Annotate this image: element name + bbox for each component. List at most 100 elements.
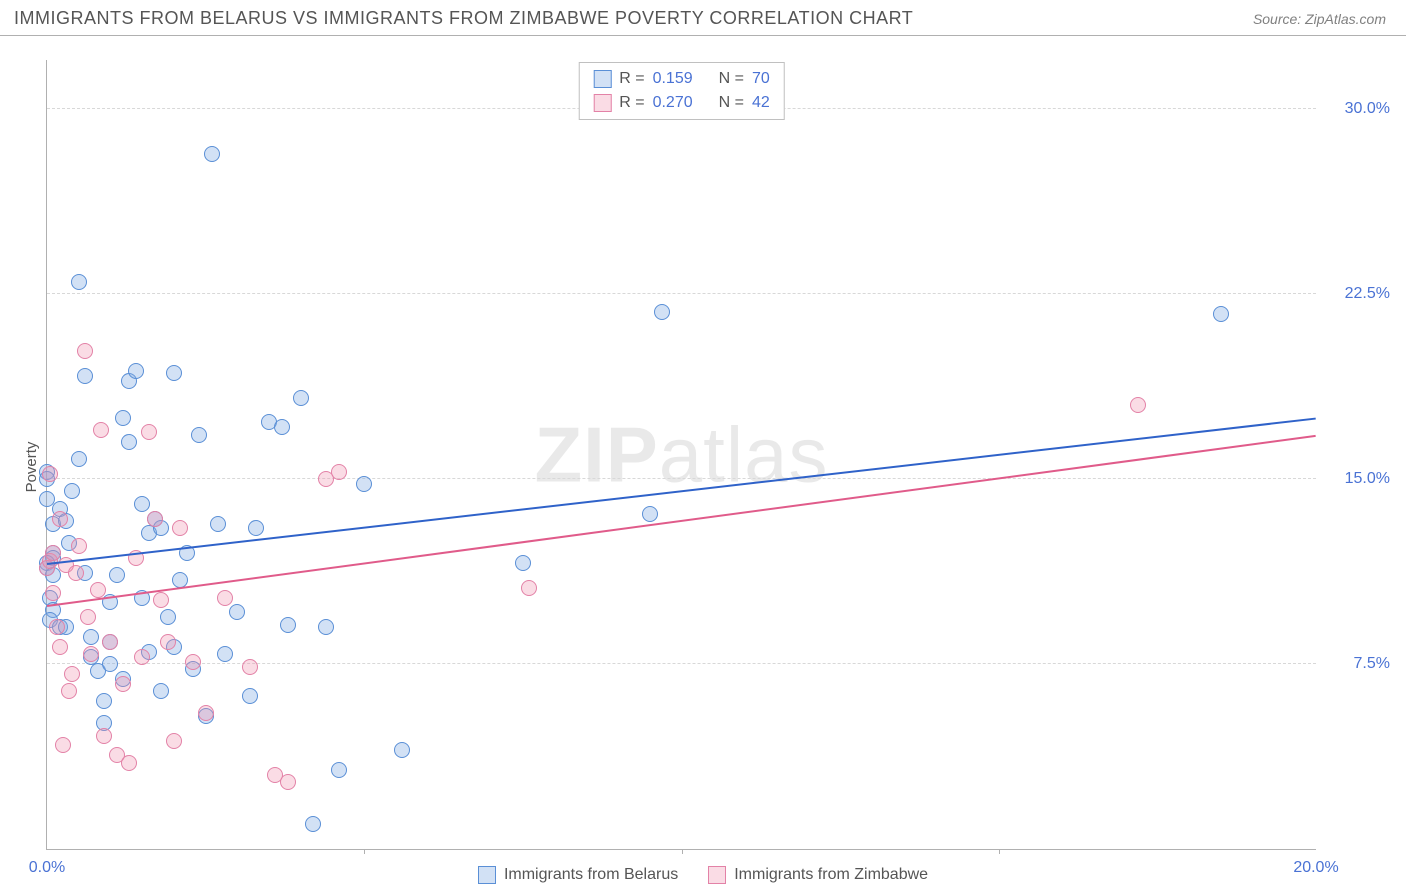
y-tick-label: 15.0% bbox=[1345, 470, 1390, 488]
regression-line bbox=[47, 435, 1316, 607]
data-point bbox=[521, 580, 537, 596]
data-point bbox=[55, 737, 71, 753]
data-point bbox=[217, 646, 233, 662]
plot-region: ZIPatlas R = 0.159 N = 70 R = 0.270 N = … bbox=[46, 60, 1316, 850]
data-point bbox=[42, 466, 58, 482]
data-point bbox=[210, 516, 226, 532]
legend-swatch-belarus bbox=[593, 70, 611, 88]
chart-title: IMMIGRANTS FROM BELARUS VS IMMIGRANTS FR… bbox=[14, 8, 913, 29]
data-point bbox=[90, 582, 106, 598]
correlation-legend: R = 0.159 N = 70 R = 0.270 N = 42 bbox=[578, 62, 785, 120]
x-tick-mark bbox=[364, 849, 365, 854]
n-value-belarus: 70 bbox=[752, 67, 770, 91]
legend-swatch-zimbabwe bbox=[708, 866, 726, 884]
data-point bbox=[185, 654, 201, 670]
data-point bbox=[83, 646, 99, 662]
data-point bbox=[102, 634, 118, 650]
data-point bbox=[642, 506, 658, 522]
data-point bbox=[166, 365, 182, 381]
data-point bbox=[160, 634, 176, 650]
data-point bbox=[248, 520, 264, 536]
data-point bbox=[52, 511, 68, 527]
data-point bbox=[45, 585, 61, 601]
data-point bbox=[172, 520, 188, 536]
regression-line bbox=[47, 418, 1316, 565]
legend-swatch-zimbabwe bbox=[593, 94, 611, 112]
data-point bbox=[198, 705, 214, 721]
legend-label-zimbabwe: Immigrants from Zimbabwe bbox=[734, 866, 928, 884]
watermark-bold: ZIP bbox=[534, 410, 658, 498]
r-label: R = bbox=[619, 91, 644, 115]
legend-item-belarus: Immigrants from Belarus bbox=[478, 866, 678, 884]
y-tick-label: 30.0% bbox=[1345, 100, 1390, 118]
data-point bbox=[191, 427, 207, 443]
n-label: N = bbox=[719, 67, 744, 91]
data-point bbox=[121, 434, 137, 450]
data-point bbox=[331, 464, 347, 480]
x-tick-mark bbox=[999, 849, 1000, 854]
data-point bbox=[242, 688, 258, 704]
data-point bbox=[293, 390, 309, 406]
data-point bbox=[280, 617, 296, 633]
data-point bbox=[64, 666, 80, 682]
data-point bbox=[153, 592, 169, 608]
gridline bbox=[47, 478, 1316, 479]
data-point bbox=[49, 619, 65, 635]
legend-swatch-belarus bbox=[478, 866, 496, 884]
r-value-zimbabwe: 0.270 bbox=[653, 91, 693, 115]
data-point bbox=[166, 733, 182, 749]
correlation-legend-row: R = 0.270 N = 42 bbox=[593, 91, 770, 115]
data-point bbox=[128, 363, 144, 379]
chart-header: IMMIGRANTS FROM BELARUS VS IMMIGRANTS FR… bbox=[0, 0, 1406, 36]
data-point bbox=[71, 274, 87, 290]
data-point bbox=[217, 590, 233, 606]
data-point bbox=[121, 755, 137, 771]
data-point bbox=[318, 619, 334, 635]
data-point bbox=[45, 545, 61, 561]
data-point bbox=[267, 767, 283, 783]
data-point bbox=[274, 419, 290, 435]
legend-item-zimbabwe: Immigrants from Zimbabwe bbox=[708, 866, 928, 884]
data-point bbox=[71, 451, 87, 467]
data-point bbox=[356, 476, 372, 492]
data-point bbox=[394, 742, 410, 758]
data-point bbox=[102, 656, 118, 672]
data-point bbox=[160, 609, 176, 625]
watermark: ZIPatlas bbox=[534, 409, 828, 500]
data-point bbox=[68, 565, 84, 581]
data-point bbox=[61, 683, 77, 699]
data-point bbox=[515, 555, 531, 571]
data-point bbox=[115, 410, 131, 426]
data-point bbox=[331, 762, 347, 778]
data-point bbox=[77, 368, 93, 384]
x-tick-mark bbox=[682, 849, 683, 854]
n-label: N = bbox=[719, 91, 744, 115]
data-point bbox=[93, 422, 109, 438]
data-point bbox=[1213, 306, 1229, 322]
data-point bbox=[147, 511, 163, 527]
data-point bbox=[242, 659, 258, 675]
data-point bbox=[134, 496, 150, 512]
data-point bbox=[229, 604, 245, 620]
data-point bbox=[134, 649, 150, 665]
data-point bbox=[153, 683, 169, 699]
data-point bbox=[109, 567, 125, 583]
data-point bbox=[1130, 397, 1146, 413]
data-point bbox=[204, 146, 220, 162]
data-point bbox=[305, 816, 321, 832]
y-tick-label: 22.5% bbox=[1345, 285, 1390, 303]
data-point bbox=[83, 629, 99, 645]
y-tick-label: 7.5% bbox=[1354, 655, 1390, 673]
chart-source: Source: ZipAtlas.com bbox=[1253, 11, 1386, 27]
data-point bbox=[141, 424, 157, 440]
data-point bbox=[64, 483, 80, 499]
legend-label-belarus: Immigrants from Belarus bbox=[504, 866, 678, 884]
y-axis-label: Poverty bbox=[23, 442, 40, 493]
data-point bbox=[80, 609, 96, 625]
r-label: R = bbox=[619, 67, 644, 91]
chart-area: Poverty ZIPatlas R = 0.159 N = 70 R = 0.… bbox=[0, 42, 1406, 892]
data-point bbox=[77, 343, 93, 359]
series-legend: Immigrants from Belarus Immigrants from … bbox=[0, 866, 1406, 884]
data-point bbox=[115, 676, 131, 692]
n-value-zimbabwe: 42 bbox=[752, 91, 770, 115]
